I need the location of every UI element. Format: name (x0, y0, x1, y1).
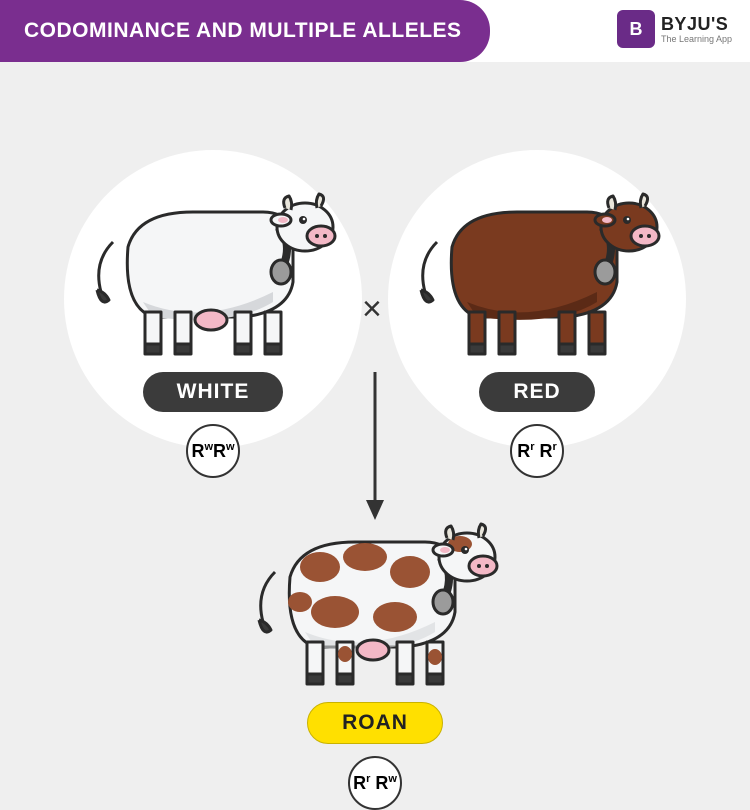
arrow-down-icon (360, 372, 390, 522)
cow-red-icon (407, 172, 667, 362)
allele-1: Rr (517, 441, 534, 462)
allele-2: Rw (375, 773, 397, 794)
brand-logo: B BYJU'S The Learning App (617, 10, 732, 48)
cross-symbol: × (362, 290, 382, 329)
logo-mark: B (617, 10, 655, 48)
page-title: CODOMINANCE AND MULTIPLE ALLELES (0, 0, 490, 62)
cow-white-icon (83, 172, 343, 362)
offspring: ROAN Rr Rw (240, 502, 510, 810)
cow-roan-icon (245, 502, 505, 692)
header-bar: CODOMINANCE AND MULTIPLE ALLELES B BYJU'… (0, 0, 750, 62)
offspring-genotype: Rr Rw (348, 756, 402, 810)
allele-2: Rr (540, 441, 557, 462)
parent-left: WHITE RwRw (78, 172, 348, 478)
offspring-label: ROAN (307, 702, 443, 744)
allele-1: Rr (353, 773, 370, 794)
parent-left-label: WHITE (143, 372, 284, 412)
parent-left-genotype: RwRw (186, 424, 240, 478)
logo-text: BYJU'S The Learning App (661, 15, 732, 44)
allele-2: Rw (213, 441, 235, 462)
parent-right: RED Rr Rr (402, 172, 672, 478)
parent-right-label: RED (479, 372, 594, 412)
diagram-stage: WHITE RwRw × (0, 62, 750, 805)
logo-name: BYJU'S (661, 15, 732, 33)
logo-tagline: The Learning App (661, 35, 732, 44)
allele-1: Rw (191, 441, 213, 462)
parent-right-genotype: Rr Rr (510, 424, 564, 478)
